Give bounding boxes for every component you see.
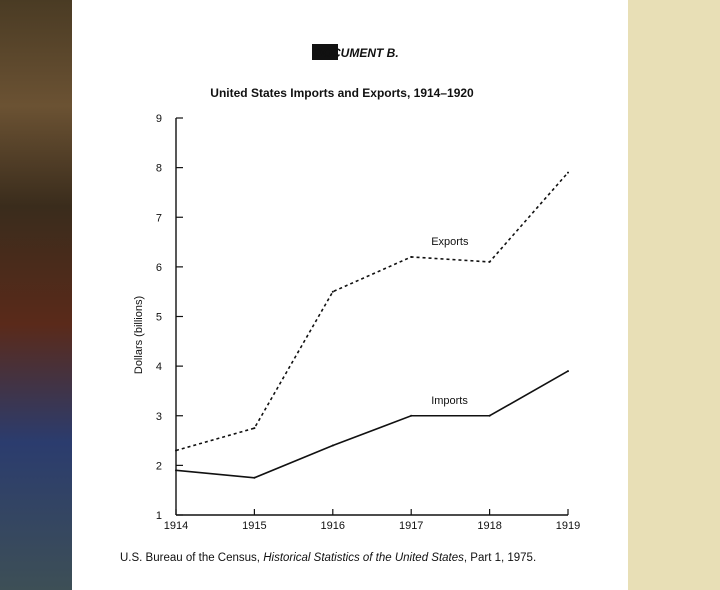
y-tick-label: 2 bbox=[156, 460, 162, 472]
y-tick-label: 4 bbox=[156, 361, 162, 373]
y-tick-label: 1 bbox=[156, 510, 162, 522]
source-citation: U.S. Bureau of the Census, Historical St… bbox=[120, 552, 630, 564]
data-point-exports bbox=[253, 427, 256, 430]
data-point-imports bbox=[488, 414, 491, 417]
data-point-imports bbox=[567, 370, 569, 373]
x-tick-label: 1916 bbox=[321, 520, 345, 532]
document-label: DOCUMENT B. bbox=[314, 46, 399, 60]
y-tick-label: 5 bbox=[156, 312, 162, 324]
data-point-exports bbox=[175, 449, 177, 452]
series-label-imports: Imports bbox=[431, 395, 468, 407]
x-ticks: 1914 1915 1916 1917 1918 1919 bbox=[164, 509, 580, 532]
chart-title: United States Imports and Exports, 1914–… bbox=[210, 86, 474, 100]
y-tick-label: 8 bbox=[156, 163, 162, 175]
series-line-exports bbox=[175, 172, 569, 452]
x-tick-label: 1917 bbox=[399, 520, 423, 532]
data-point-exports bbox=[488, 260, 491, 263]
x-tick-label: 1918 bbox=[477, 520, 501, 532]
data-point-imports bbox=[253, 476, 256, 479]
y-tick-label: 9 bbox=[156, 113, 162, 125]
y-ticks: 1 2 3 4 5 6 7 8 9 bbox=[156, 113, 183, 522]
data-point-imports bbox=[175, 469, 177, 472]
y-tick-label: 6 bbox=[156, 262, 162, 274]
x-tick-label: 1914 bbox=[164, 520, 188, 532]
decorative-photo-strip bbox=[0, 0, 72, 590]
series-line-imports bbox=[175, 370, 569, 479]
source-title: Historical Statistics of the United Stat… bbox=[263, 552, 464, 564]
chart: DOCUMENT B. United States Imports and Ex… bbox=[133, 44, 580, 532]
y-tick-label: 7 bbox=[156, 212, 162, 224]
series-label-exports: Exports bbox=[431, 236, 469, 248]
y-axis-label: Dollars (billions) bbox=[133, 296, 145, 374]
x-tick-label: 1919 bbox=[556, 520, 580, 532]
data-point-exports bbox=[410, 255, 413, 258]
data-point-imports bbox=[331, 444, 334, 447]
data-point-imports bbox=[410, 414, 413, 417]
right-margin-band bbox=[628, 0, 720, 590]
document-page: DOCUMENT B. United States Imports and Ex… bbox=[72, 0, 628, 590]
y-tick-label: 3 bbox=[156, 411, 162, 423]
source-prefix: U.S. Bureau of the Census, bbox=[120, 552, 264, 564]
series-group: Exports Imports bbox=[175, 171, 569, 479]
data-point-exports bbox=[331, 290, 334, 293]
source-suffix: , Part 1, 1975. bbox=[463, 552, 537, 564]
x-tick-label: 1915 bbox=[242, 520, 266, 532]
data-point-exports bbox=[567, 171, 569, 174]
label-highlight bbox=[312, 44, 338, 60]
